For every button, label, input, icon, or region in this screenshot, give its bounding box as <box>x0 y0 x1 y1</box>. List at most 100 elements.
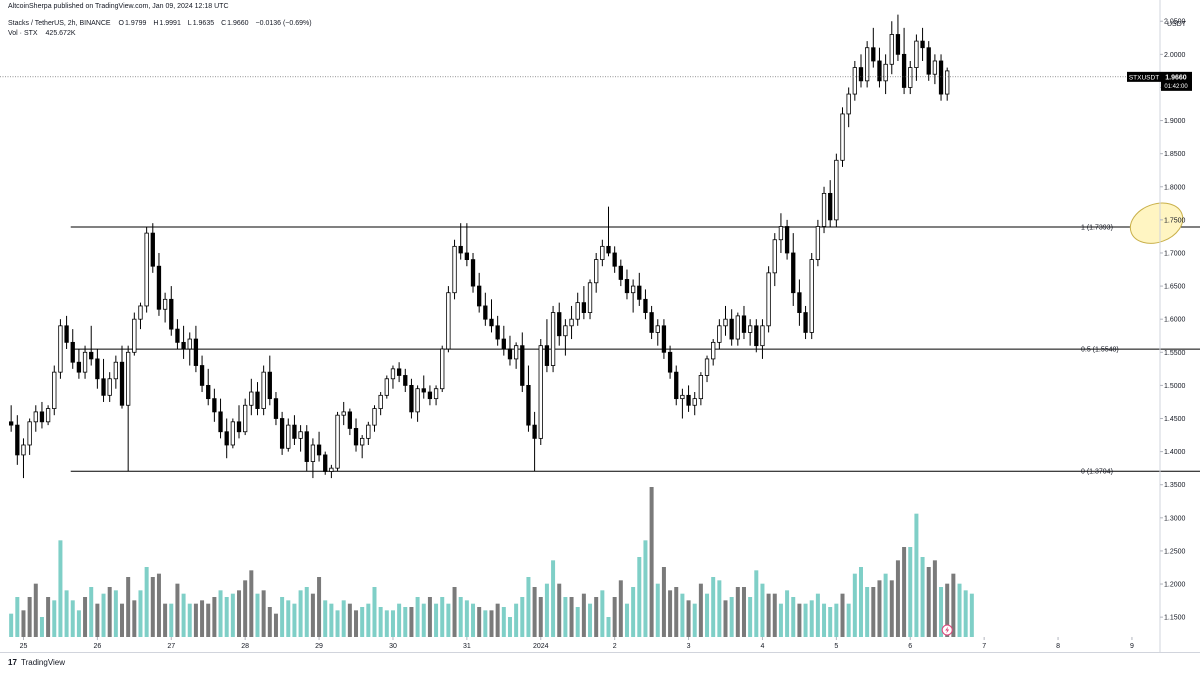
price-tick-label: 1.4000 <box>1164 449 1186 456</box>
volume-bar <box>828 607 833 637</box>
candle-body <box>723 318 728 327</box>
candle-body <box>587 282 593 313</box>
candle-body <box>550 312 556 366</box>
volume-bar <box>723 600 728 637</box>
price-tag: STXUSDT 1.9660 01:42:00 <box>1127 71 1192 91</box>
candle-body <box>70 341 75 363</box>
symbol-legend[interactable]: Stacks / TetherUS, 2h, BINANCE O1.9799 H… <box>8 20 317 27</box>
volume-bar <box>871 587 876 637</box>
candle-body <box>193 338 199 366</box>
candle-body <box>9 421 14 426</box>
candle-body <box>612 252 617 267</box>
volume-bar <box>58 540 63 637</box>
candle-body <box>600 245 605 261</box>
volume-bar <box>532 587 537 637</box>
candle-body <box>255 391 260 409</box>
time-tick-label: 5 <box>834 643 838 650</box>
volume-bar <box>581 593 586 637</box>
candle-body <box>175 328 180 343</box>
volume-bar <box>643 540 648 637</box>
ohlc-low-value: 1.9635 <box>192 20 215 27</box>
fib-level-label: 0.5 (1.5548) <box>1081 347 1119 354</box>
volume-bar <box>477 607 482 637</box>
volume-bar <box>791 597 796 637</box>
candle-body <box>784 226 790 254</box>
candle-body <box>433 388 439 400</box>
volume-legend[interactable]: Vol · STX 425.672K <box>8 30 76 37</box>
axes: USDT2.05002.00001.95001.90001.85001.8000… <box>0 0 1200 653</box>
candle-body <box>704 358 710 376</box>
volume-bar <box>668 590 673 637</box>
candle-body <box>938 60 944 95</box>
volume-bar <box>575 607 580 637</box>
candle-body <box>21 444 26 456</box>
candle-body <box>126 351 131 406</box>
volume-bar <box>914 513 919 637</box>
time-tick-label: 3 <box>687 643 691 650</box>
candle-body <box>520 345 525 386</box>
volume-bar <box>39 617 44 637</box>
candle-body <box>329 467 334 472</box>
volume-bar <box>766 593 771 637</box>
ohlc-low-key: L <box>187 20 192 27</box>
volume-bar <box>822 603 827 637</box>
tradingview-brand: TradingView <box>21 658 66 667</box>
volume-bar <box>655 583 660 637</box>
last-price-tag: STXUSDT 1.9660 01:42:00 <box>1127 71 1192 91</box>
volume-bar <box>323 600 328 637</box>
volume-bar <box>902 547 907 637</box>
tradingview-logo[interactable]: 17 TradingView <box>8 658 65 667</box>
volume-bar <box>514 603 519 637</box>
price-tick-label: 1.5000 <box>1164 383 1186 390</box>
publisher-text: AltcoinSherpa published on TradingView.c… <box>8 3 229 10</box>
tradingview-logo-icon: 17 <box>8 658 17 667</box>
candle-body <box>27 421 32 446</box>
volume-bar <box>224 597 229 637</box>
volume-histogram <box>9 487 974 637</box>
candle-body <box>901 53 907 88</box>
volume-bar <box>9 613 14 637</box>
volume-bar <box>778 603 783 637</box>
candle-body <box>501 338 506 350</box>
volume-bar <box>507 617 512 637</box>
candle-body <box>834 159 839 221</box>
candle-body <box>729 318 734 340</box>
candle-body <box>396 368 402 376</box>
candle-body <box>45 408 51 423</box>
volume-bar <box>237 590 242 637</box>
volume-bar <box>729 597 734 637</box>
volume-bar <box>83 597 88 637</box>
volume-bar <box>865 587 870 637</box>
candle-body <box>33 411 38 423</box>
volume-bar <box>120 603 125 637</box>
time-tick-label: 8 <box>1056 643 1060 650</box>
ohlc-high-value: 1.9991 <box>159 20 181 27</box>
candle-body <box>89 351 94 360</box>
candle-body <box>809 259 814 333</box>
candle-body <box>64 325 69 343</box>
candle-body <box>323 454 328 472</box>
candle-body <box>138 305 143 320</box>
candle-body <box>791 252 796 294</box>
volume-bar <box>335 610 340 637</box>
volume-bar <box>95 603 100 637</box>
volume-bar <box>908 547 913 637</box>
volume-bar <box>372 587 377 637</box>
candle-body <box>581 302 587 313</box>
candle-body <box>169 298 174 330</box>
candle-body <box>39 411 45 423</box>
volume-bar <box>563 597 568 637</box>
volume-bar <box>557 583 562 637</box>
volume-bar <box>569 597 574 637</box>
candle-body <box>747 325 753 333</box>
candle-body <box>156 265 162 310</box>
candle-body <box>569 318 574 327</box>
volume-bar <box>403 607 408 637</box>
volume-bar <box>520 597 525 637</box>
volume-bar <box>957 583 962 637</box>
volume-bar <box>711 577 716 637</box>
volume-value: 425.672K <box>45 30 76 37</box>
candle-body <box>624 279 630 294</box>
